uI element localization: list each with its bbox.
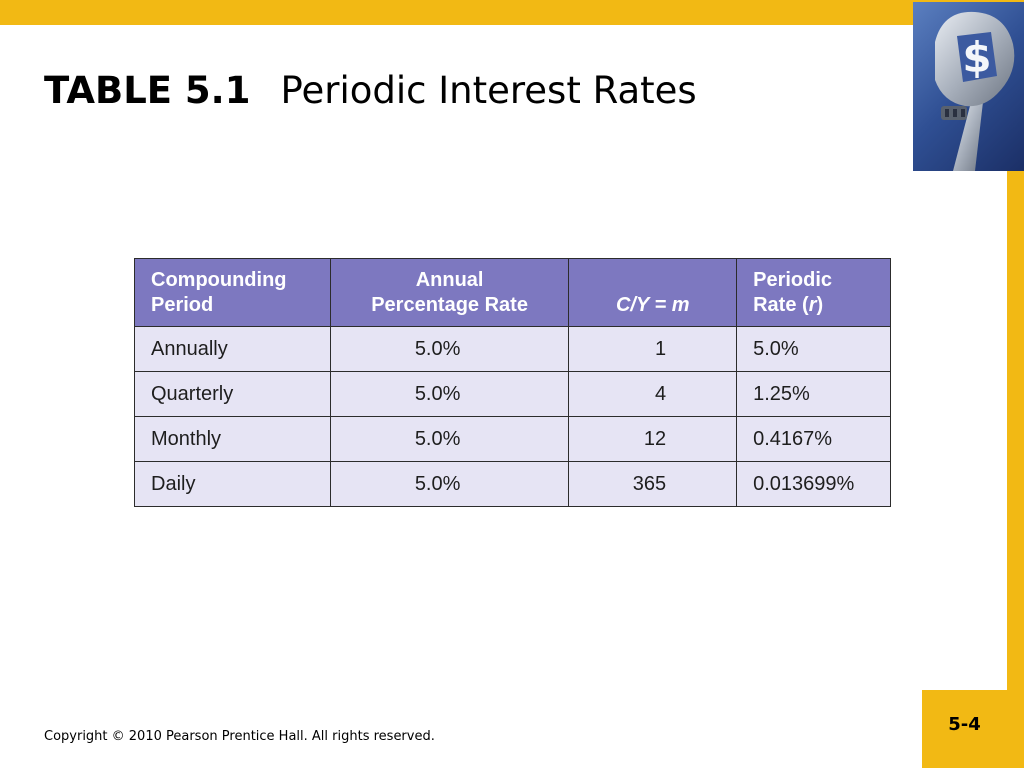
cell-m: 12 [568, 416, 738, 462]
table-row: Annually 5.0% 1 5.0% [134, 326, 891, 372]
header-compounds-per-year: C/Y = m [568, 258, 738, 327]
table-row: Daily 5.0% 365 0.013699% [134, 461, 891, 507]
header-compounding-period: Compounding Period [134, 258, 331, 327]
cell-periodic-rate: 0.013699% [736, 461, 891, 507]
header-line: Percentage Rate [371, 293, 528, 316]
cell-period: Quarterly [134, 371, 331, 417]
slide-number-box [922, 690, 1007, 768]
header-line: ) [816, 293, 824, 316]
header-periodic-rate: Periodic Rate (r) [736, 258, 891, 327]
cell-apr: 5.0% [329, 326, 570, 372]
cell-period: Annually [134, 326, 331, 372]
slide-number: 5-4 [948, 714, 981, 735]
copyright-notice: Copyright © 2010 Pearson Prentice Hall. … [44, 729, 435, 744]
cell-m: 1 [568, 326, 738, 372]
table-header-row: Compounding Period Annual Percentage Rat… [134, 258, 891, 327]
header-variable: r [808, 293, 817, 316]
cell-apr: 5.0% [329, 461, 570, 507]
cell-periodic-rate: 5.0% [736, 326, 891, 372]
page-title: TABLE 5.1 Periodic Interest Rates [44, 68, 697, 114]
svg-text:$: $ [962, 33, 991, 82]
right-accent-bar [1007, 0, 1024, 768]
title-text: Periodic Interest Rates [280, 69, 697, 112]
top-accent-bar [0, 0, 1024, 25]
cell-apr: 5.0% [329, 371, 570, 417]
header-line: C/Y = m [615, 294, 690, 316]
header-line: Rate ( [753, 293, 809, 316]
title-table-number: TABLE 5.1 [44, 69, 251, 112]
header-line: Compounding [151, 268, 287, 291]
cell-periodic-rate: 1.25% [736, 371, 891, 417]
table-row: Quarterly 5.0% 4 1.25% [134, 371, 891, 417]
periodic-rates-table: Compounding Period Annual Percentage Rat… [134, 258, 891, 507]
header-line: Annual [415, 268, 484, 291]
cell-period: Monthly [134, 416, 331, 462]
cell-period: Daily [134, 461, 331, 507]
wrench-dollar-icon: $ [913, 2, 1024, 171]
header-line: Periodic [753, 268, 833, 291]
header-annual-percentage-rate: Annual Percentage Rate [329, 258, 570, 327]
header-line: Period [151, 293, 214, 316]
cell-m: 365 [568, 461, 738, 507]
cell-m: 4 [568, 371, 738, 417]
table-row: Monthly 5.0% 12 0.4167% [134, 416, 891, 462]
cell-periodic-rate: 0.4167% [736, 416, 891, 462]
cell-apr: 5.0% [329, 416, 570, 462]
